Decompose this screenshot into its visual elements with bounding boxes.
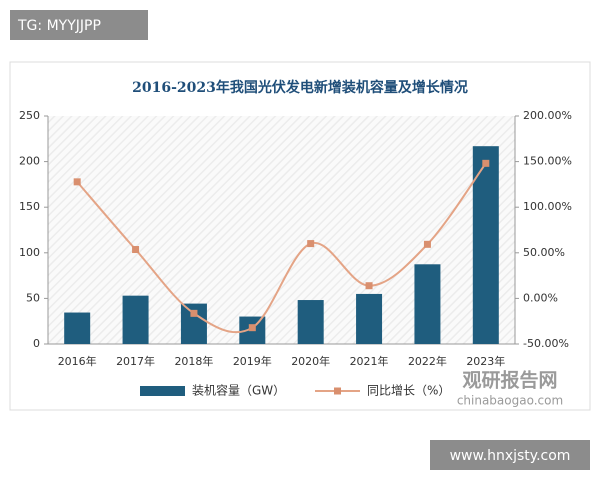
bar	[472, 146, 499, 344]
line-marker	[190, 309, 198, 317]
legend-label: 同比增长（%）	[367, 384, 450, 398]
y-tick-label: 50	[26, 291, 40, 304]
y2-tick-label: 150.00%	[523, 155, 572, 168]
line-marker	[482, 159, 490, 167]
y-tick-label: 250	[19, 109, 40, 122]
x-tick-label: 2020年	[291, 354, 330, 368]
bar	[64, 312, 91, 344]
y2-tick-label: 50.00%	[523, 246, 565, 259]
line-marker	[248, 324, 256, 332]
y-tick-label: 100	[19, 246, 40, 259]
bar	[356, 293, 383, 344]
chart-title: 2016-2023年我国光伏发电新增装机容量及增长情况	[132, 79, 468, 96]
y2-tick-label: 100.00%	[523, 200, 572, 213]
x-tick-label: 2021年	[350, 354, 389, 368]
watermark: www.hnxjsty.com	[450, 448, 571, 464]
legend-swatch	[334, 387, 341, 395]
x-tick-label: 2017年	[116, 354, 155, 368]
y-tick-label: 150	[19, 200, 40, 213]
line-marker	[307, 240, 315, 248]
watermark: TG: MYYJJPP	[17, 18, 101, 34]
line-marker	[132, 246, 140, 254]
x-tick-label: 2023年	[466, 354, 505, 368]
x-tick-label: 2019年	[233, 354, 272, 368]
y-tick-label: 0	[33, 337, 40, 350]
watermark-box	[10, 10, 148, 40]
x-tick-label: 2016年	[58, 354, 97, 368]
bar	[122, 295, 149, 344]
legend-swatch	[140, 386, 185, 396]
bar	[297, 300, 324, 344]
logo: 观研报告网	[462, 369, 557, 392]
line-marker	[73, 178, 81, 186]
x-tick-label: 2022年	[408, 354, 447, 368]
y-tick-label: 200	[19, 155, 40, 168]
y2-tick-label: 0.00%	[523, 291, 558, 304]
x-tick-label: 2018年	[174, 354, 213, 368]
bar	[180, 303, 207, 344]
watermark-box	[430, 440, 590, 470]
line-marker	[365, 282, 373, 290]
bar	[414, 264, 441, 344]
y2-tick-label: -50.00%	[523, 337, 569, 350]
line-marker	[423, 240, 431, 248]
logo-url: chinabaogao.com	[457, 394, 563, 408]
y2-tick-label: 200.00%	[523, 109, 572, 122]
legend-label: 装机容量（GW）	[192, 383, 285, 398]
